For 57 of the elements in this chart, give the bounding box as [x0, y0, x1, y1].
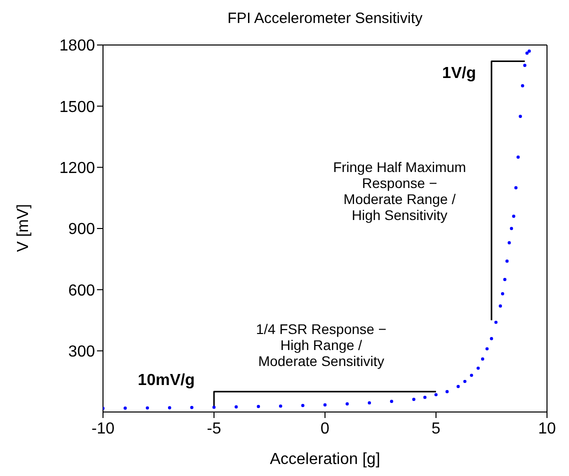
point: [390, 400, 394, 403]
point: [485, 347, 489, 350]
point: [463, 380, 466, 384]
chart-title: FPI Accelerometer Sensitivity: [226, 10, 424, 27]
point: [498, 304, 502, 308]
point: [168, 406, 172, 410]
x-tick-label: -5: [206, 420, 222, 438]
point: [510, 226, 514, 230]
point: [516, 156, 520, 159]
point: [481, 357, 484, 361]
point: [346, 402, 349, 406]
x-tick-label: 0: [320, 420, 330, 438]
point: [446, 390, 449, 394]
point: [301, 404, 304, 408]
point: [423, 396, 426, 399]
point: [528, 50, 531, 53]
x-tick-label: -10: [91, 420, 115, 438]
point: [505, 260, 509, 263]
point: [476, 366, 480, 370]
point: [490, 337, 494, 340]
y-tick-label: 600: [68, 282, 96, 300]
point: [234, 405, 238, 409]
point: [434, 393, 438, 396]
y-tick-label: 900: [68, 221, 96, 238]
point: [212, 406, 216, 409]
point: [368, 401, 371, 404]
x-tick-label: 10: [538, 420, 556, 438]
point: [501, 292, 504, 296]
point: [456, 384, 460, 388]
point: [512, 214, 516, 218]
point: [518, 114, 522, 118]
point: [279, 404, 282, 408]
annotation: 1V/g: [441, 64, 477, 84]
point: [494, 320, 498, 324]
x-tick-label: 5: [432, 420, 441, 438]
point: [525, 52, 529, 55]
y-tick-label: 1200: [59, 160, 96, 178]
point: [412, 398, 416, 401]
annotation: Fringe Half Maximum Response − Moderate Range / High Sensitivity: [332, 158, 468, 224]
point: [520, 84, 524, 88]
y-axis-title: V [mV]: [15, 202, 33, 254]
point: [124, 406, 127, 410]
point: [470, 374, 474, 377]
y-tick-label: 1800: [59, 38, 96, 55]
point: [146, 406, 149, 410]
y-tick-label: 300: [68, 344, 96, 361]
point: [256, 404, 260, 408]
point: [508, 241, 511, 244]
point: [323, 403, 327, 406]
y-tick-label: 1500: [59, 98, 96, 116]
point: [523, 64, 526, 67]
point: [503, 278, 506, 282]
x-axis-title: Acceleration [g]: [268, 451, 382, 469]
annotation: 1/4 FSR Response − High Range / Moderate Sensitivity: [255, 321, 388, 370]
point: [514, 186, 518, 190]
point: [190, 406, 194, 410]
annotation: 10mV/g: [136, 372, 196, 391]
